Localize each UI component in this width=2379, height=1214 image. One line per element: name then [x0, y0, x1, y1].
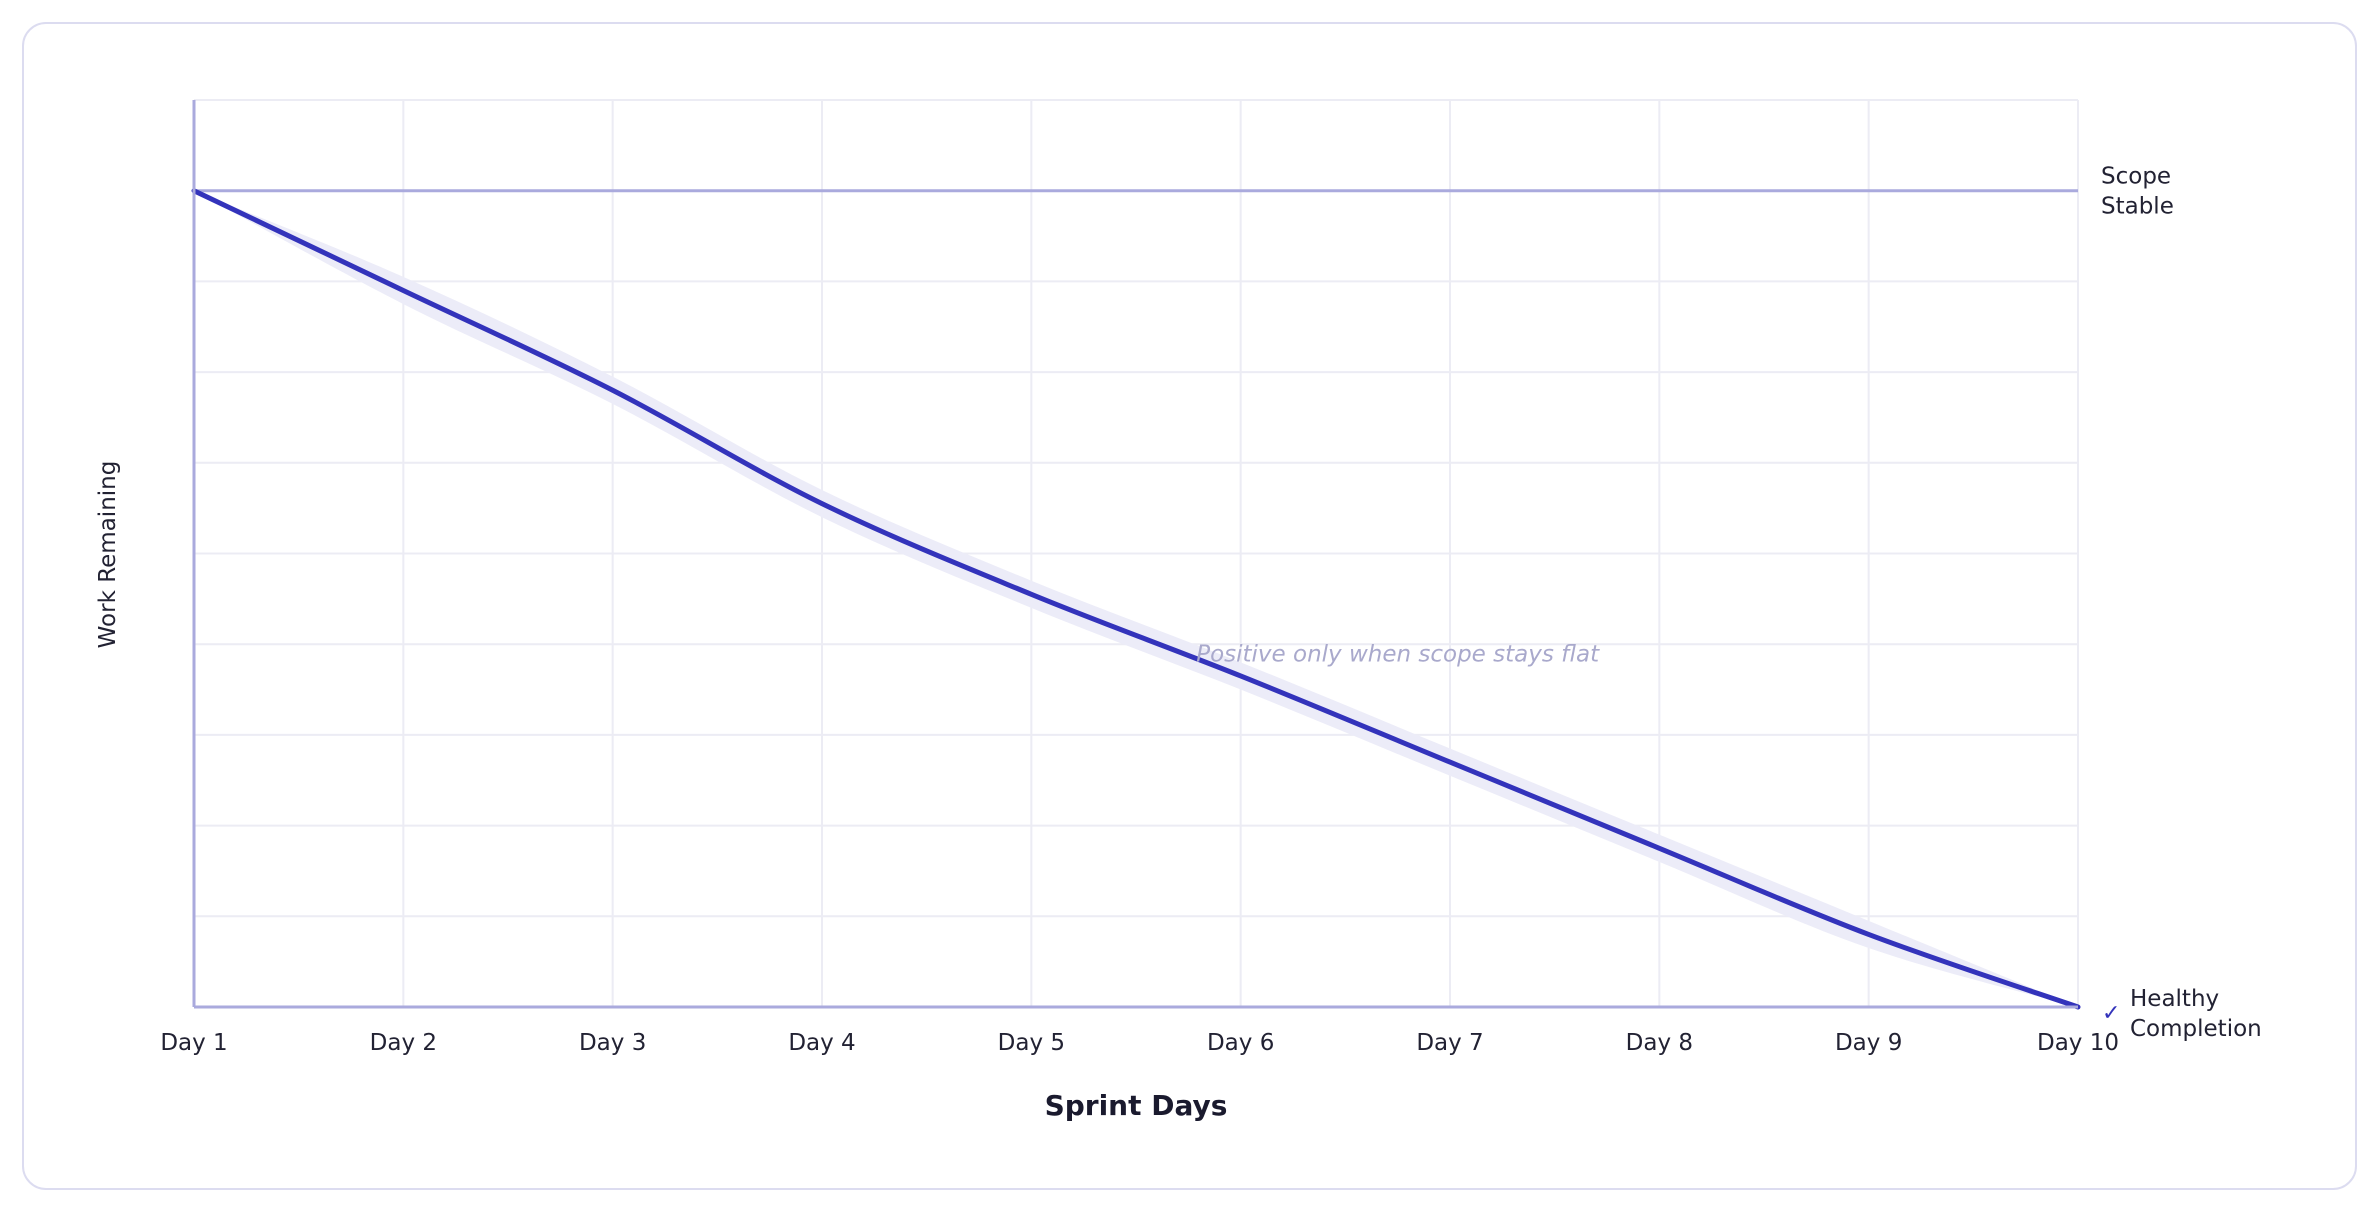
x-tick-label: Day 2: [370, 1030, 437, 1056]
x-tick-label: Day 3: [579, 1030, 646, 1056]
scope-stable-label: Scope Stable: [2101, 164, 2178, 220]
series-band: [194, 190, 2078, 1007]
check-icon: ✓: [2102, 1001, 2120, 1026]
healthy-completion-label-line2: Completion: [2130, 1016, 2262, 1042]
x-axis-label: Sprint Days: [1045, 1089, 1228, 1122]
x-tick-label: Day 1: [160, 1030, 227, 1056]
x-tick-label: Day 4: [788, 1030, 855, 1056]
scope-stable-label-line1: Scope: [2101, 164, 2171, 190]
x-tick-label: Day 7: [1416, 1030, 1483, 1056]
healthy-completion-label: Healthy Completion: [2130, 986, 2262, 1042]
x-tick-label: Day 8: [1626, 1030, 1693, 1056]
burndown-series-line: [191, 188, 2081, 1010]
x-tick-label: Day 9: [1835, 1030, 1902, 1056]
x-tick-labels: Day 1 Day 2 Day 3 Day 4 Day 5 Day 6 Day 7 Day 8…: [160, 1030, 2119, 1056]
y-axis-label: Work Remaining: [95, 461, 121, 649]
grid-lines: [193, 99, 2079, 1007]
chart-card: [22, 22, 2357, 1190]
healthy-completion-label-line1: Healthy: [2130, 986, 2219, 1012]
scope-stable-label-line2: Stable: [2101, 194, 2174, 220]
x-tick-label: Day 10: [2037, 1030, 2119, 1056]
chart-annotation: Positive only when scope stays flat: [1196, 641, 1600, 667]
x-tick-label: Day 5: [998, 1030, 1065, 1056]
x-tick-label: Day 6: [1207, 1030, 1274, 1056]
